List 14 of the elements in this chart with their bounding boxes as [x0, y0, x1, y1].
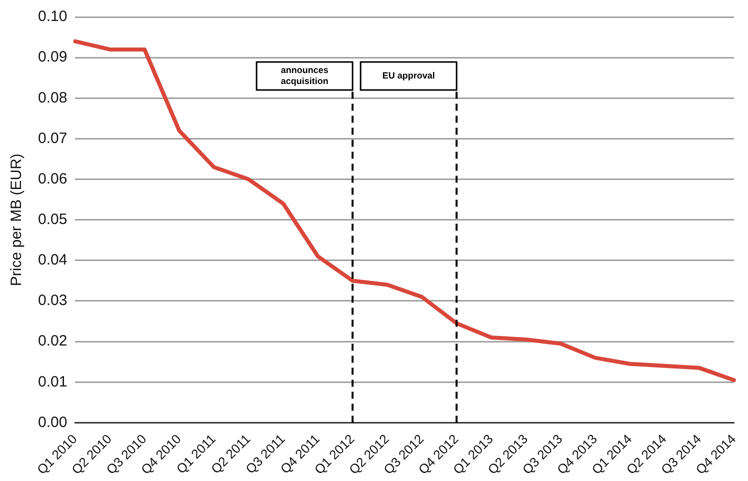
y-tick-label: 0.09 — [38, 48, 68, 66]
y-tick-label: 0.07 — [38, 130, 68, 147]
y-tick-label: 0.01 — [38, 373, 68, 390]
y-tick-label: 0.02 — [38, 332, 68, 350]
ref-line-label: announces acquisition — [280, 64, 328, 86]
y-tick-label: 0.03 — [38, 292, 68, 310]
y-axis-title: Price per MB (EUR) — [8, 154, 26, 286]
ref-line-label: EU approval — [382, 70, 435, 80]
y-tick-label: 0.00 — [38, 414, 68, 431]
y-tick-label: 0.08 — [38, 89, 68, 106]
y-tick-label: 0.04 — [38, 252, 68, 269]
y-tick-label: 0.05 — [38, 210, 68, 228]
y-tick-label: 0.06 — [38, 170, 68, 188]
y-tick-label: 0.10 — [38, 8, 68, 26]
